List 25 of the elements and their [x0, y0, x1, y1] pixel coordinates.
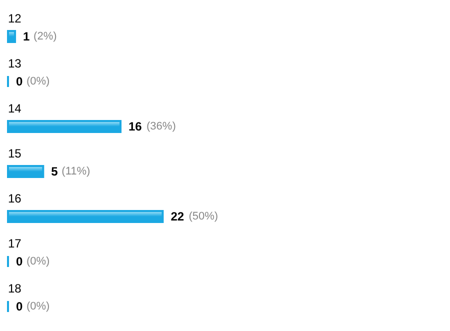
y-tick-label: 16: [8, 192, 22, 206]
annotation: (50%): [188, 210, 218, 222]
data-label: 22: [170, 210, 184, 224]
annotation: (11%): [62, 166, 90, 178]
y-tick-label: 15: [8, 146, 22, 160]
y-tick-label: 17: [8, 236, 22, 250]
annotation: (2%): [34, 30, 57, 42]
bar: [7, 30, 16, 43]
bar: [7, 165, 44, 178]
data-label: 5: [51, 164, 58, 178]
y-tick-label: 12: [8, 12, 22, 26]
annotation: (36%): [146, 120, 176, 132]
data-label: 0: [16, 74, 23, 88]
data-label: 0: [16, 254, 23, 268]
bar: [7, 120, 122, 133]
annotation: (0%): [26, 256, 50, 268]
data-label: 1: [23, 30, 30, 44]
y-tick-label: 18: [8, 282, 22, 296]
bar: [7, 210, 164, 223]
annotation: (0%): [26, 300, 50, 312]
data-label: 0: [16, 300, 23, 314]
data-label: 16: [128, 120, 142, 134]
y-tick-label: 13: [8, 56, 22, 70]
y-tick-label: 14: [8, 102, 22, 116]
annotation: (0%): [26, 76, 50, 88]
